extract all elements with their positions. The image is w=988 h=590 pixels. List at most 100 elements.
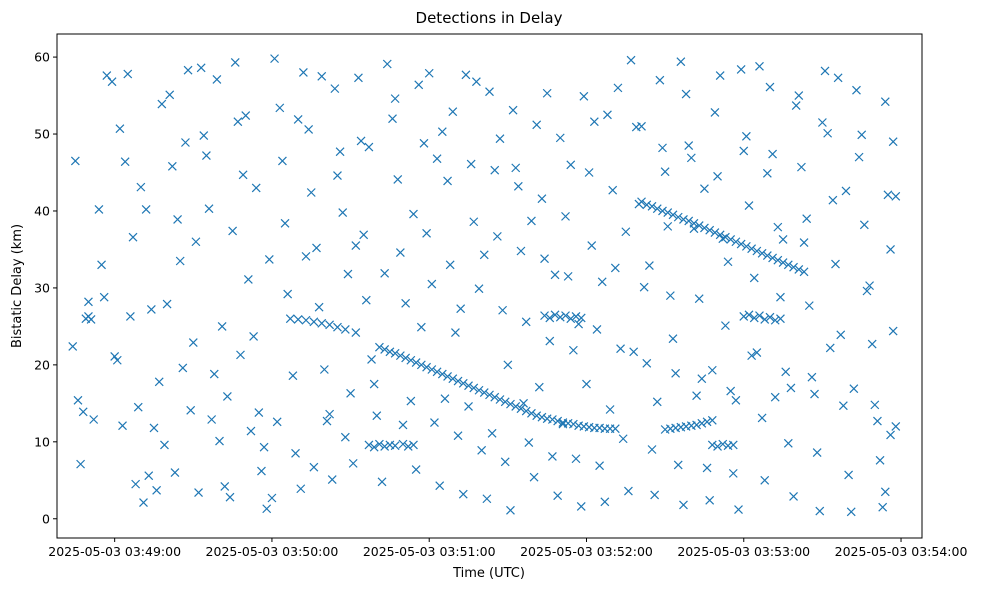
track-detection-point	[374, 439, 384, 449]
detection-point	[786, 383, 796, 393]
detection-point	[343, 269, 353, 279]
detection-point	[107, 77, 117, 87]
track-detection-point	[351, 328, 361, 337]
detection-point	[781, 367, 791, 377]
detection-point	[178, 363, 188, 373]
detection-point	[726, 386, 736, 396]
detection-point	[319, 365, 329, 374]
track-detection-point	[770, 315, 780, 325]
detection-point	[532, 120, 542, 130]
detection-point	[524, 438, 534, 448]
detection-point	[571, 454, 581, 464]
track-detection-point	[684, 216, 694, 226]
detection-point	[723, 257, 733, 267]
track-detection-point	[416, 360, 426, 370]
detection-point	[424, 68, 434, 78]
detection-point	[888, 326, 898, 336]
track-detection-point	[369, 442, 379, 452]
detection-point	[464, 401, 473, 411]
y-axis-title: Bistatic Delay (km)	[10, 224, 25, 348]
track-detection-point	[718, 439, 728, 449]
detection-point	[125, 311, 135, 321]
detection-point	[490, 165, 500, 175]
track-detection-point	[427, 365, 437, 374]
track-detection-point	[500, 397, 510, 407]
track-detection-point	[668, 210, 678, 220]
detection-point	[618, 434, 628, 444]
track-detection-point	[652, 204, 662, 214]
track-detection-point	[285, 314, 295, 324]
track-detection-point	[778, 258, 788, 267]
track-detection-point	[700, 223, 709, 233]
detection-point	[330, 84, 340, 94]
detection-point	[448, 107, 458, 117]
detection-point	[346, 388, 356, 398]
detection-point	[471, 77, 481, 87]
detection-point	[492, 231, 502, 241]
detection-point	[398, 420, 408, 430]
detection-point	[849, 384, 859, 394]
detection-point	[335, 147, 345, 157]
detection-point	[789, 492, 798, 501]
detection-point	[186, 405, 196, 415]
detection-point	[529, 472, 539, 482]
detection-point	[76, 459, 86, 469]
detection-point	[133, 402, 143, 412]
detection-point	[165, 90, 175, 100]
track-detection-point	[679, 215, 688, 224]
track-detection-point	[395, 351, 405, 361]
detection-point	[325, 409, 335, 419]
detection-point	[183, 65, 193, 75]
track-detection-point	[317, 318, 327, 328]
track-detection-point	[401, 353, 411, 363]
detection-point	[191, 237, 201, 247]
detection-point	[545, 336, 555, 346]
detection-point	[170, 468, 180, 478]
detection-point	[112, 355, 122, 365]
detection-point	[277, 156, 287, 166]
detection-point	[684, 141, 694, 150]
y-tick-label: 20	[34, 357, 50, 372]
x-tick-label: 2025-05-03 03:53:00	[677, 544, 810, 559]
detection-point	[146, 305, 156, 314]
track-detection-point	[547, 415, 557, 424]
detection-point	[469, 217, 479, 227]
detection-point	[157, 99, 167, 109]
x-tick-label: 2025-05-03 03:54:00	[835, 544, 968, 559]
detection-point	[264, 255, 274, 264]
detection-point	[222, 391, 232, 401]
detection-point	[204, 204, 214, 214]
detection-point	[215, 436, 224, 446]
detection-point	[878, 502, 888, 512]
detection-point	[550, 270, 560, 280]
track-detection-point	[799, 267, 809, 277]
track-detection-point	[658, 206, 667, 216]
track-detection-point	[566, 314, 576, 324]
detection-point	[110, 351, 120, 361]
detection-point	[692, 391, 702, 401]
detection-point	[243, 275, 253, 284]
detection-point	[167, 161, 177, 171]
detection-point	[718, 234, 728, 244]
detection-point	[450, 328, 460, 337]
detection-point	[700, 184, 709, 194]
detection-point	[382, 59, 392, 69]
track-detection-point	[705, 225, 715, 235]
detection-point	[246, 426, 256, 436]
detection-point	[437, 127, 447, 137]
detection-point	[409, 209, 418, 219]
track-detection-point	[333, 322, 342, 332]
detection-point	[576, 502, 586, 511]
detection-point	[791, 101, 801, 110]
detection-point	[644, 261, 654, 271]
detection-point	[833, 73, 843, 83]
detection-point	[257, 466, 266, 476]
detection-point	[810, 389, 819, 399]
detection-point	[477, 445, 487, 455]
detection-point	[173, 215, 183, 224]
plot-frame	[56, 33, 923, 539]
detection-point	[760, 475, 770, 485]
detection-point	[757, 413, 767, 423]
track-detection-point	[385, 347, 395, 357]
detection-point	[288, 371, 298, 381]
